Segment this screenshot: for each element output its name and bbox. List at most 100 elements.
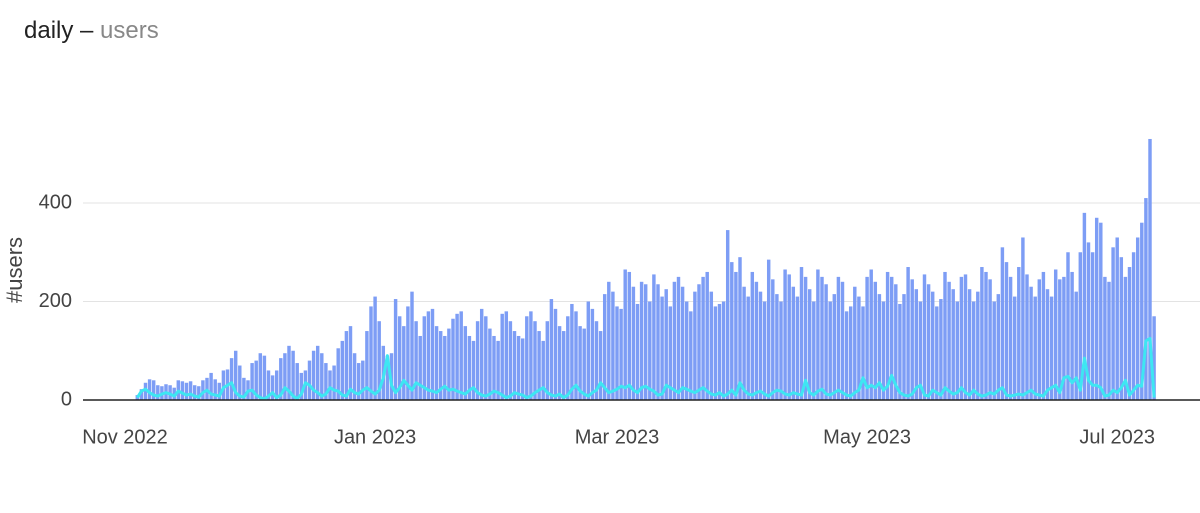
bar [496,340,500,400]
chart-title: daily – users [24,17,159,44]
bar [229,358,234,400]
bar [336,348,340,400]
bar [619,308,623,400]
bar [873,281,878,400]
bar [607,281,611,400]
bar [664,289,668,400]
bar [734,271,738,400]
bar [992,301,996,400]
bar [1025,274,1029,400]
bar [865,276,869,400]
bar [430,308,435,400]
bar [828,301,832,400]
bar [799,267,804,400]
title: daily – [24,17,94,44]
bar [820,276,824,400]
bar [365,331,369,400]
bar [693,291,697,400]
bar [861,306,865,400]
bar [414,321,418,400]
bar [779,301,783,400]
bar [151,380,156,400]
bar [848,306,853,400]
bar [787,274,791,400]
bar [623,269,627,400]
bar [541,340,545,400]
bar [557,326,562,400]
bar [324,363,328,400]
bar [238,365,242,400]
bar [143,382,148,400]
bar [635,303,640,400]
bar [512,331,517,400]
bar [434,326,439,400]
bar [393,299,398,400]
bar [426,311,431,400]
bar [680,286,685,400]
bar [980,267,984,400]
bar [283,353,287,400]
bar [939,299,943,400]
bar [1135,237,1140,400]
bar [320,353,324,400]
bar [1066,252,1070,400]
bar [307,360,312,400]
bar [258,353,263,400]
bar [270,375,275,400]
bar [217,382,222,400]
bar [537,331,541,400]
bar [840,281,845,400]
bar [1062,276,1066,400]
bar [443,335,447,400]
bar [668,306,673,400]
bar [602,294,607,400]
bar [713,306,718,400]
bar [291,350,295,400]
bar [1000,247,1005,400]
bar [315,345,320,400]
bar [188,381,193,400]
bar [479,308,484,400]
bar [299,372,304,400]
bar [988,279,992,400]
bar [894,284,898,400]
bar [397,316,402,400]
bar [1070,271,1074,400]
bar [1021,237,1025,400]
y-tick-label: 0 [61,388,72,410]
bar [771,279,775,400]
bar [311,350,316,400]
bar [967,289,972,400]
bar [947,281,951,400]
bar [611,291,615,400]
bar [996,294,1001,400]
bar [406,306,410,400]
bar [1090,252,1095,400]
bar [1111,247,1115,400]
x-tick-label: May 2023 [823,426,911,448]
bar [451,318,455,400]
y-tick-label: 200 [39,290,72,312]
bar [705,271,709,400]
bar [816,269,820,400]
bar [209,372,213,400]
subtitle: users [100,17,159,44]
bar [1053,269,1058,400]
bar [853,286,857,400]
bar [877,294,882,400]
bar [976,291,980,400]
bar [1131,252,1136,400]
bar [533,321,537,400]
bar [1004,262,1009,400]
x-tick-label: Mar 2023 [575,426,660,448]
bar [529,311,533,400]
bar [631,286,636,400]
bar [857,296,861,400]
bar [672,281,677,400]
bar [775,294,779,400]
bar [594,321,599,400]
bar [910,279,914,400]
bar [1058,279,1062,400]
bar [1086,242,1091,400]
bar [147,379,152,400]
